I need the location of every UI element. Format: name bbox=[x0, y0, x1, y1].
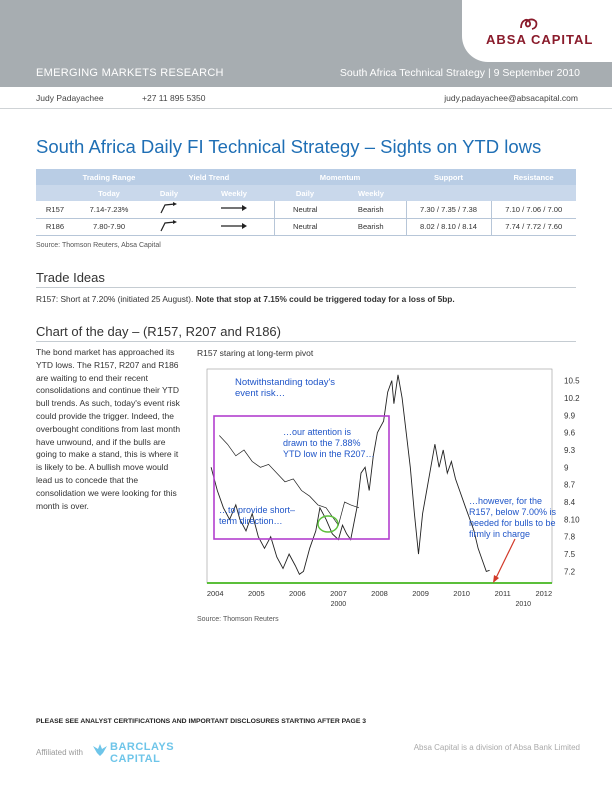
author-name: Judy Padayachee bbox=[36, 93, 104, 103]
y-tick-label: 9.9 bbox=[564, 411, 576, 420]
subheader-mom-weekly: Weekly bbox=[336, 185, 406, 201]
highlight-circle bbox=[317, 515, 339, 533]
y-axis: 10.5 10.2 9.9 9.6 9.3 9 8.7 8.4 8.10 7.8 7.5 7.2 bbox=[564, 377, 580, 577]
chart-section-heading: Chart of the day – (R157, R207 and R186) bbox=[36, 324, 281, 339]
momentum-weekly: Bearish bbox=[336, 218, 406, 236]
y-tick-label: 9.3 bbox=[564, 446, 576, 455]
subheader-trend-weekly: Weekly bbox=[194, 185, 274, 201]
section-name: EMERGING MARKETS RESEARCH bbox=[36, 67, 224, 79]
series-line bbox=[210, 374, 490, 575]
x-tick-label: 2007 bbox=[330, 589, 347, 598]
x-axis: 2004 2005 2006 2007 2008 2009 2010 2011 2012 2000… bbox=[207, 589, 552, 608]
y-tick-label: 9 bbox=[564, 463, 569, 472]
table-row: R186 7.80-7.90 Neutral Bearish 8.02 / 8.… bbox=[36, 218, 576, 236]
x-tick-label: 2004 bbox=[207, 589, 224, 598]
affiliation-label: Affiliated with bbox=[36, 748, 83, 757]
highlight-box bbox=[213, 415, 390, 540]
r157-chart: 2004 2005 2006 2007 2008 2009 2010 2011 2012 2000… bbox=[197, 361, 582, 613]
y-tick-label: 8.10 bbox=[564, 515, 580, 524]
trade-ideas-heading: Trade Ideas bbox=[36, 270, 105, 285]
author-phone: +27 11 895 5350 bbox=[142, 93, 206, 103]
y-tick-label: 8.7 bbox=[564, 481, 576, 490]
x-tick-label: 2008 bbox=[371, 589, 388, 598]
subheader-mom-daily: Daily bbox=[274, 185, 336, 201]
support-levels: 8.02 / 8.10 / 8.14 bbox=[405, 218, 491, 236]
x-tick-label: 2011 bbox=[495, 589, 511, 598]
annotation-2: …our attention is drawn to the 7.88% YTD l… bbox=[283, 427, 375, 459]
trading-range: 7.80-7.90 bbox=[74, 218, 144, 236]
y-tick-label: 7.8 bbox=[564, 533, 576, 542]
resistance-levels: 7.10 / 7.06 / 7.00 bbox=[490, 201, 576, 219]
y-tick-label: 10.2 bbox=[564, 394, 580, 403]
absa-logo-icon bbox=[520, 18, 538, 30]
subheader-today: Today bbox=[74, 185, 144, 201]
header-momentum: Momentum bbox=[274, 169, 406, 185]
x-sub-label: 2010 bbox=[515, 601, 531, 608]
header-yield-trend: Yield Trend bbox=[144, 169, 274, 185]
header-support: Support bbox=[406, 169, 491, 185]
eagle-icon bbox=[93, 744, 107, 756]
annotation-1: Notwithstanding today's event risk… bbox=[235, 377, 335, 399]
annotation-arrow bbox=[494, 538, 516, 581]
trade-ideas-text: R157: Short at 7.20% (initiated 25 Augus… bbox=[36, 294, 455, 304]
division-note: Absa Capital is a division of Absa Bank … bbox=[413, 743, 580, 752]
chart-title: R157 staring at long-term pivot bbox=[197, 348, 314, 358]
annotation-3: …to provide short– term direction… bbox=[219, 505, 295, 526]
annotation-4: …however, for the R157, below 7.00% is nee… bbox=[469, 496, 557, 539]
table-source: Source: Thomson Reuters, Absa Capital bbox=[36, 242, 161, 249]
up-arrow-icon bbox=[160, 202, 177, 214]
x-tick-label: 2006 bbox=[289, 589, 306, 598]
logo-text: ABSA CAPITAL bbox=[486, 32, 594, 47]
trade-ideas-divider bbox=[36, 287, 576, 288]
table-row: R157 7.14-7.23% Neutral Bearish 7.30 / 7… bbox=[36, 201, 576, 219]
arrow-head-icon bbox=[493, 575, 499, 583]
disclosure-note: PLEASE SEE ANALYST CERTIFICATIONS AND IM… bbox=[36, 718, 367, 725]
header-resistance: Resistance bbox=[491, 169, 576, 185]
x-sub-label: 2000 bbox=[331, 601, 347, 608]
trading-range: 7.14-7.23% bbox=[74, 201, 144, 219]
momentum-weekly: Bearish bbox=[336, 201, 406, 219]
trade-ideas-stop-note: Note that stop at 7.15% could be trigger… bbox=[195, 294, 455, 304]
author-email[interactable]: judy.padayachee@absacapital.com bbox=[444, 93, 578, 103]
right-arrow-icon bbox=[220, 222, 247, 229]
report-name: South Africa Technical Strategy | 9 Sept… bbox=[339, 67, 580, 79]
y-tick-label: 7.2 bbox=[564, 567, 576, 576]
band-divider bbox=[0, 87, 612, 88]
right-arrow-icon bbox=[220, 205, 247, 212]
x-tick-label: 2005 bbox=[248, 589, 265, 598]
y-tick-label: 7.5 bbox=[564, 550, 576, 559]
chart-section-divider bbox=[36, 341, 576, 342]
chart-source: Source: Thomson Reuters bbox=[197, 616, 279, 623]
chart-commentary: The bond market has approached its YTD l… bbox=[36, 347, 181, 511]
y-tick-label: 8.4 bbox=[564, 498, 576, 507]
y-tick-label: 10.5 bbox=[564, 377, 580, 386]
x-tick-label: 2010 bbox=[453, 589, 470, 598]
contact-divider bbox=[0, 108, 612, 109]
bond-name: R186 bbox=[36, 218, 74, 236]
x-tick-label: 2009 bbox=[412, 589, 429, 598]
logo: ABSA CAPITAL bbox=[462, 0, 612, 62]
strategy-table: Trading Range Yield Trend Momentum Suppo… bbox=[36, 169, 576, 236]
y-tick-label: 9.6 bbox=[564, 429, 576, 438]
page-title: South Africa Daily FI Technical Strategy… bbox=[36, 136, 542, 157]
x-tick-label: 2012 bbox=[535, 589, 552, 598]
resistance-levels: 7.74 / 7.72 / 7.60 bbox=[490, 218, 576, 236]
header-trading-range: Trading Range bbox=[74, 169, 144, 185]
momentum-daily: Neutral bbox=[273, 201, 336, 219]
up-arrow-icon bbox=[160, 219, 177, 231]
subheader-trend-daily: Daily bbox=[144, 185, 194, 201]
bond-name: R157 bbox=[36, 201, 74, 219]
support-levels: 7.30 / 7.35 / 7.38 bbox=[405, 201, 491, 219]
momentum-daily: Neutral bbox=[273, 218, 336, 236]
